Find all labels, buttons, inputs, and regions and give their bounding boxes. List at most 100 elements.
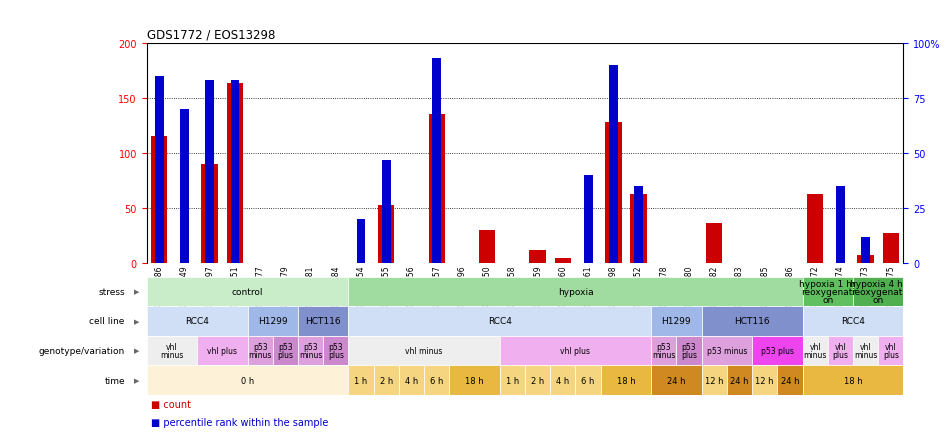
Text: RCC4: RCC4	[488, 317, 512, 326]
Bar	[147, 277, 348, 306]
Bar	[634, 187, 643, 264]
Text: ■ percentile rank within the sample: ■ percentile rank within the sample	[151, 417, 329, 427]
Text: vhl
minus: vhl minus	[160, 342, 184, 359]
Bar	[348, 306, 651, 336]
Text: ▶: ▶	[134, 377, 140, 383]
Bar	[374, 365, 399, 395]
Text: p53
minus: p53 minus	[299, 342, 323, 359]
Bar	[676, 336, 702, 365]
Text: p53
plus: p53 plus	[277, 342, 293, 359]
Bar	[752, 336, 802, 365]
Text: 1 h: 1 h	[355, 376, 368, 385]
Bar	[348, 277, 802, 306]
Bar	[861, 237, 870, 264]
Text: vhl plus: vhl plus	[560, 346, 590, 355]
Bar	[857, 255, 874, 264]
Text: p53
plus: p53 plus	[681, 342, 697, 359]
Text: stress: stress	[98, 287, 125, 296]
Text: p53 plus: p53 plus	[761, 346, 794, 355]
Bar	[231, 81, 239, 264]
Bar	[651, 306, 702, 336]
Text: 1 h: 1 h	[506, 376, 519, 385]
Text: ▶: ▶	[134, 289, 140, 295]
Bar	[584, 176, 592, 264]
Text: vhl
plus: vhl plus	[832, 342, 849, 359]
Bar	[702, 365, 727, 395]
Bar	[575, 365, 601, 395]
Bar	[272, 336, 298, 365]
Bar	[499, 336, 651, 365]
Text: 0 h: 0 h	[241, 376, 254, 385]
Text: p53
minus: p53 minus	[249, 342, 272, 359]
Bar	[197, 336, 248, 365]
Text: ▶: ▶	[134, 348, 140, 354]
Bar	[201, 164, 218, 264]
Text: p53
plus: p53 plus	[328, 342, 343, 359]
Text: 12 h: 12 h	[756, 376, 774, 385]
Bar	[651, 336, 676, 365]
Bar	[180, 109, 189, 264]
Text: 4 h: 4 h	[405, 376, 418, 385]
Bar	[802, 365, 903, 395]
Bar	[836, 187, 845, 264]
Bar	[449, 365, 499, 395]
Bar	[878, 336, 903, 365]
Bar	[525, 365, 551, 395]
Bar	[348, 336, 499, 365]
Bar	[357, 220, 365, 264]
Text: 2 h: 2 h	[531, 376, 544, 385]
Bar	[853, 277, 903, 306]
Text: 24 h: 24 h	[780, 376, 799, 385]
Bar	[382, 160, 391, 264]
Bar	[147, 306, 248, 336]
Text: 6 h: 6 h	[582, 376, 595, 385]
Bar	[605, 123, 622, 264]
Text: H1299: H1299	[661, 317, 692, 326]
Bar	[630, 194, 647, 264]
Text: HCT116: HCT116	[306, 317, 341, 326]
Text: GDS1772 / EOS13298: GDS1772 / EOS13298	[147, 28, 275, 41]
Text: hypoxia 4 hr
reoxygenati
on: hypoxia 4 hr reoxygenati on	[850, 279, 906, 304]
Bar	[429, 115, 445, 264]
Text: vhl
minus: vhl minus	[803, 342, 827, 359]
Text: 4 h: 4 h	[556, 376, 569, 385]
Bar	[853, 336, 878, 365]
Bar	[348, 365, 374, 395]
Bar	[378, 205, 394, 264]
Bar	[499, 365, 525, 395]
Text: 24 h: 24 h	[730, 376, 748, 385]
Text: RCC4: RCC4	[841, 317, 865, 326]
Bar	[248, 336, 272, 365]
Bar	[802, 277, 853, 306]
Text: p53
minus: p53 minus	[652, 342, 675, 359]
Bar	[147, 336, 197, 365]
Bar	[324, 336, 348, 365]
Bar	[651, 365, 702, 395]
Text: hypoxia 1 hr
reoxygenati
on: hypoxia 1 hr reoxygenati on	[799, 279, 856, 304]
Bar	[702, 336, 752, 365]
Text: vhl plus: vhl plus	[207, 346, 237, 355]
Text: RCC4: RCC4	[185, 317, 209, 326]
Bar	[432, 59, 441, 264]
Text: H1299: H1299	[258, 317, 288, 326]
Bar	[298, 306, 348, 336]
Text: ▶: ▶	[134, 318, 140, 324]
Text: p53 minus: p53 minus	[707, 346, 747, 355]
Bar	[601, 365, 651, 395]
Bar	[554, 258, 571, 264]
Text: vhl
minus: vhl minus	[854, 342, 877, 359]
Bar	[479, 231, 496, 264]
Bar	[828, 336, 853, 365]
Bar	[205, 81, 214, 264]
Text: 18 h: 18 h	[617, 376, 636, 385]
Bar	[151, 137, 167, 264]
Bar	[778, 365, 802, 395]
Bar	[802, 306, 903, 336]
Text: ■ count: ■ count	[151, 399, 191, 409]
Bar	[609, 66, 618, 264]
Bar	[298, 336, 324, 365]
Bar	[399, 365, 424, 395]
Bar	[147, 365, 348, 395]
Text: 6 h: 6 h	[430, 376, 444, 385]
Text: genotype/variation: genotype/variation	[39, 346, 125, 355]
